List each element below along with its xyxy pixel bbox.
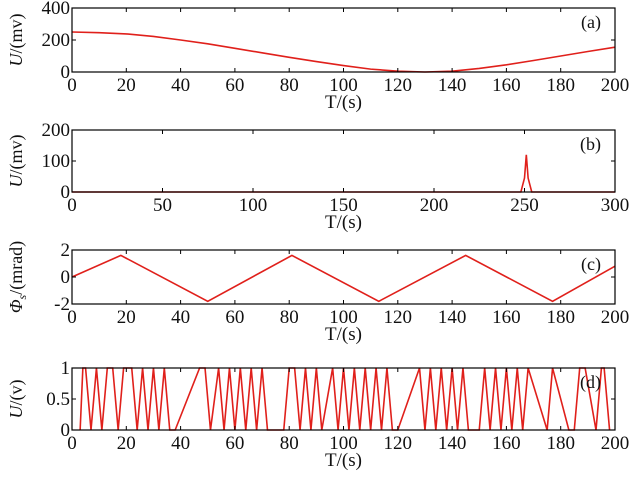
x-tick-label: 20	[117, 75, 136, 96]
x-tick-label: 120	[384, 433, 413, 454]
panel-label: (c)	[581, 254, 601, 275]
y-tick-label: 100	[42, 151, 71, 172]
x-tick-label: 0	[67, 307, 77, 328]
x-tick-label: 160	[492, 307, 521, 328]
y-axis-label: U/(v)	[6, 380, 27, 419]
y-axis-label: U/(mv)	[6, 14, 27, 67]
x-tick-label: 150	[329, 195, 358, 216]
series-line	[72, 154, 615, 193]
x-tick-label: 300	[601, 195, 630, 216]
x-tick-label: 250	[510, 195, 539, 216]
x-axis-label: T/(s)	[325, 212, 362, 233]
series-line	[79, 367, 611, 431]
x-tick-label: 120	[384, 307, 413, 328]
plot-frame	[71, 129, 616, 193]
x-axis-label: T/(s)	[325, 324, 362, 345]
y-tick-label: 0	[61, 62, 71, 83]
y-tick-label: 0	[61, 267, 71, 288]
x-tick-label: 40	[171, 307, 190, 328]
x-tick-label: 50	[153, 195, 172, 216]
x-tick-label: 80	[280, 75, 299, 96]
plot-frame	[71, 7, 616, 73]
y-axis-label: U/(mv)	[6, 135, 27, 188]
panel-label: (d)	[580, 372, 601, 393]
y-tick-label: 0	[61, 182, 71, 203]
panel-b: 0 50 100 150 200 250 300 0 100 200 T/(s) U/(mv) (b)	[6, 120, 629, 233]
x-tick-label: 140	[438, 433, 467, 454]
x-tick-label: 140	[438, 307, 467, 328]
series-line	[71, 254, 616, 303]
x-tick-label: 200	[420, 195, 449, 216]
x-tick-label: 200	[601, 75, 630, 96]
x-tick-label: 200	[601, 433, 630, 454]
y-tick-label: 200	[42, 30, 71, 51]
x-tick-label: 0	[67, 195, 77, 216]
panel-a: 0 20 40 60 80 100 120 140 160 180 200 0 200 400 T/(s) U…	[6, 0, 629, 113]
x-tick-label: 60	[225, 75, 244, 96]
x-tick-label: 100	[329, 307, 358, 328]
x-tick-label: 20	[117, 307, 136, 328]
x-tick-label: 160	[492, 75, 521, 96]
x-tick-label: 60	[225, 433, 244, 454]
plot-frame	[71, 249, 616, 305]
x-tick-label: 40	[171, 433, 190, 454]
y-tick-label: 0.5	[46, 389, 70, 410]
x-tick-label: 180	[546, 307, 575, 328]
x-tick-label: 20	[117, 433, 136, 454]
x-tick-label: 140	[438, 75, 467, 96]
x-axis-label: T/(s)	[325, 450, 362, 471]
x-tick-label: 0	[67, 433, 77, 454]
y-axis-label: Φs/(mrad)	[6, 241, 29, 313]
x-tick-label: 200	[601, 307, 630, 328]
y-tick-label: 200	[42, 120, 71, 141]
x-tick-label: 80	[280, 433, 299, 454]
x-tick-label: 180	[546, 433, 575, 454]
series-line	[71, 31, 616, 73]
y-tick-label: 2	[61, 240, 71, 261]
panel-label: (b)	[580, 134, 601, 155]
y-tick-label: 1	[61, 358, 71, 379]
x-tick-label: 100	[239, 195, 268, 216]
x-tick-label: 100	[329, 433, 358, 454]
x-tick-label: 100	[329, 75, 358, 96]
x-tick-label: 160	[492, 433, 521, 454]
panel-d: 0 20 40 60 80 100 120 140 160 180 200 0 0.5 1 T/(s) U/(…	[6, 358, 629, 471]
x-tick-label: 0	[67, 75, 77, 96]
panel-c: 0 20 40 60 80 100 120 140 160 180 200-202T/(s)Φs/(…	[6, 240, 629, 345]
y-tick-label: -2	[54, 294, 70, 315]
y-tick-label: 400	[42, 0, 71, 19]
x-tick-label: 180	[546, 75, 575, 96]
y-tick-label: 0	[61, 420, 71, 441]
x-tick-label: 60	[225, 307, 244, 328]
plot-frame	[71, 367, 616, 431]
x-axis-label: T/(s)	[325, 92, 362, 113]
x-tick-label: 40	[171, 75, 190, 96]
panel-label: (a)	[581, 12, 601, 33]
x-tick-label: 120	[384, 75, 413, 96]
x-tick-label: 80	[280, 307, 299, 328]
